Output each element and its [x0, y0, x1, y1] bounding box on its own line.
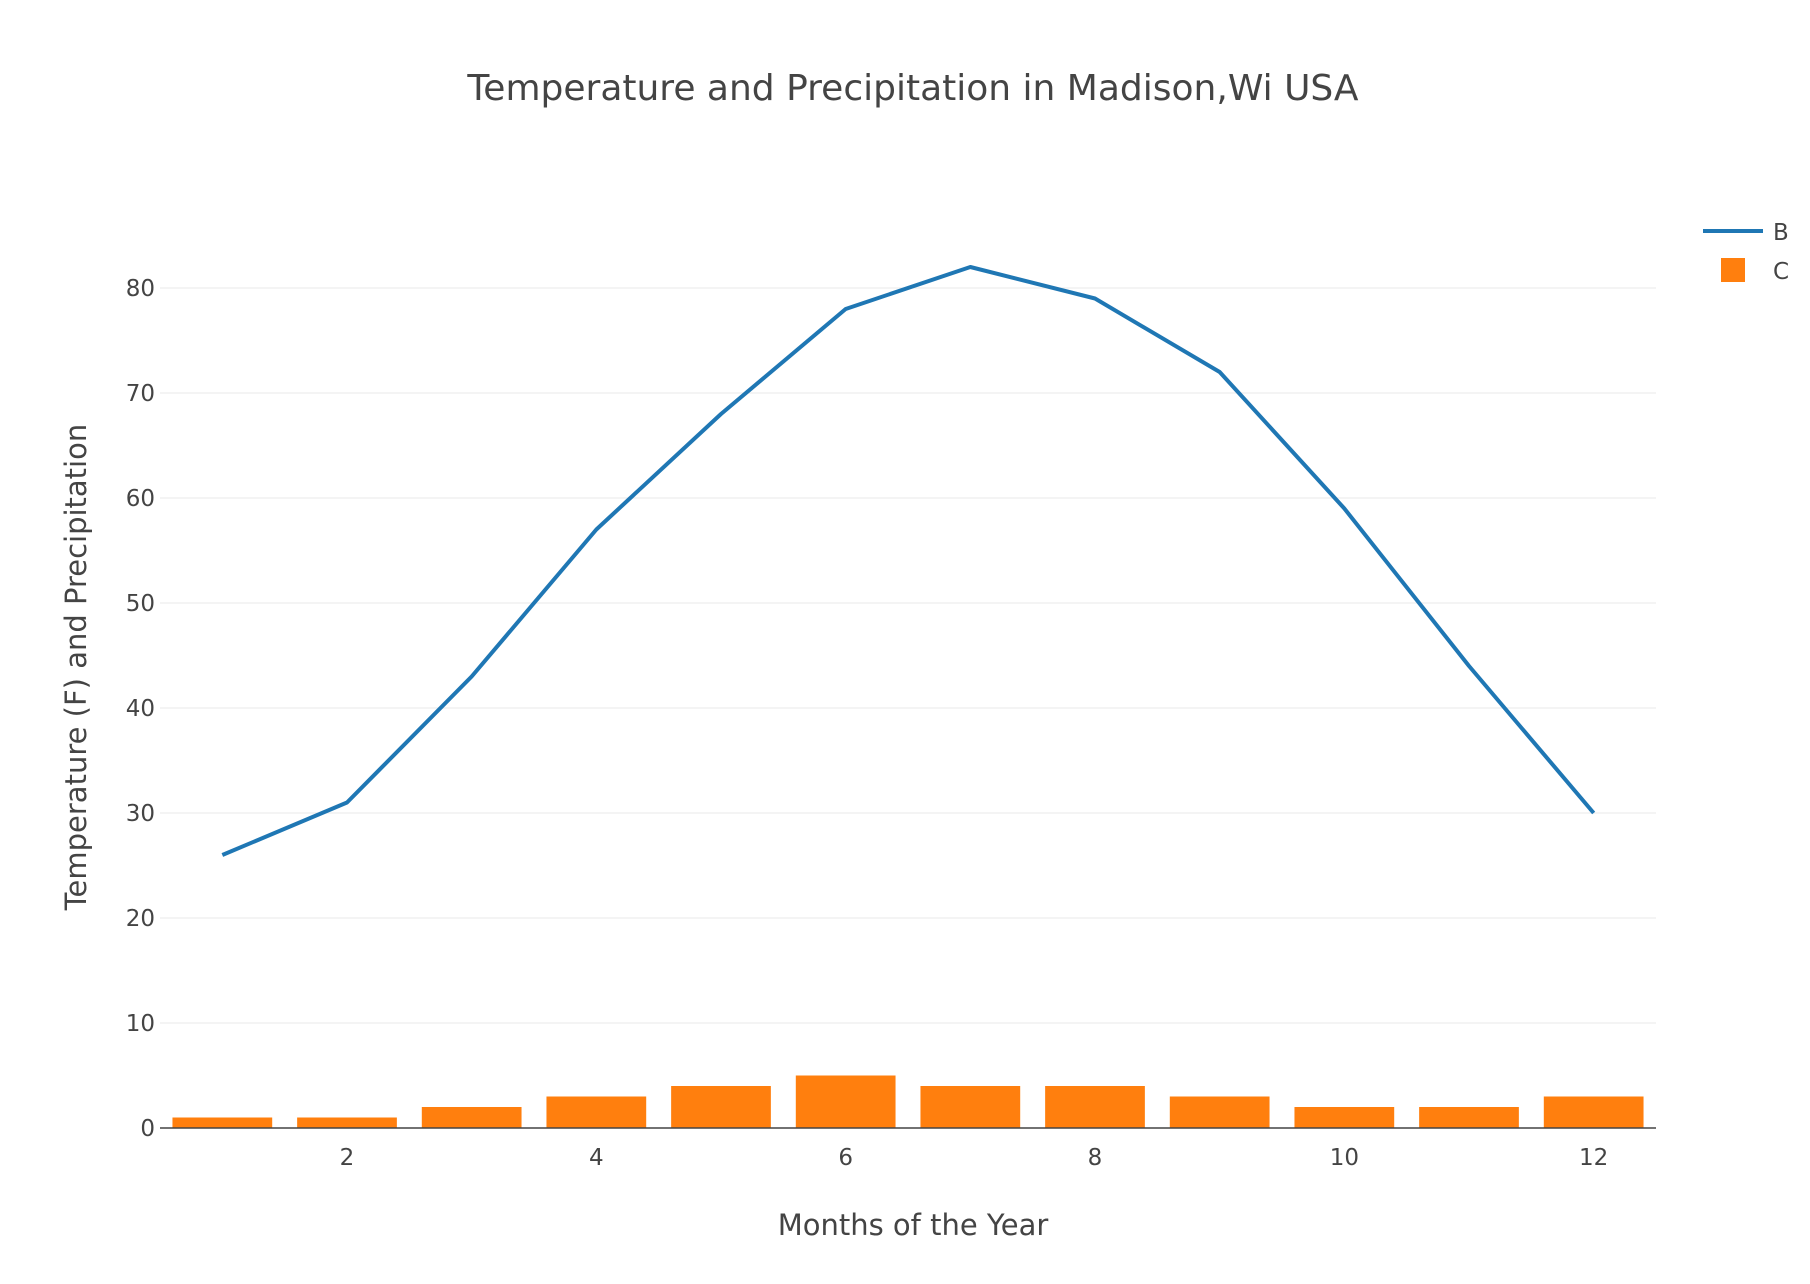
y-tick-label: 0: [140, 1116, 155, 1142]
y-axis-tick-labels: 0 10 20 30 40 50 60 70 80: [126, 276, 155, 1142]
y-tick-label: 60: [126, 486, 155, 512]
bar[interactable]: [1045, 1086, 1145, 1128]
chart-title: Temperature and Precipitation in Madison…: [466, 68, 1359, 109]
y-tick-label: 20: [126, 906, 155, 932]
y-tick-label: 30: [126, 801, 155, 827]
series-b-line[interactable]: [221, 265, 1596, 857]
legend[interactable]: B C: [1703, 220, 1789, 285]
y-axis-title: Temperature (F) and Precipitation: [59, 424, 93, 912]
legend-label-b: B: [1773, 220, 1789, 246]
line-series-b: [221, 265, 1596, 857]
bar[interactable]: [920, 1086, 1021, 1128]
x-tick-label: 12: [1579, 1145, 1608, 1171]
y-tick-label: 70: [126, 381, 155, 407]
bar[interactable]: [297, 1117, 397, 1129]
gridlines: [160, 287, 1656, 1024]
bar[interactable]: [1543, 1096, 1644, 1129]
y-tick-label: 40: [126, 696, 155, 722]
bar[interactable]: [795, 1075, 896, 1129]
bar[interactable]: [172, 1117, 273, 1129]
bar[interactable]: [1169, 1096, 1270, 1129]
x-tick-label: 2: [340, 1145, 355, 1171]
legend-item-c[interactable]: C: [1721, 258, 1789, 285]
x-axis-title: Months of the Year: [778, 1208, 1049, 1242]
bar[interactable]: [1294, 1107, 1395, 1128]
bar[interactable]: [546, 1096, 647, 1129]
x-tick-label: 8: [1088, 1145, 1103, 1171]
bar-series-c: [172, 1075, 1644, 1129]
y-tick-label: 80: [126, 276, 155, 302]
x-tick-label: 10: [1330, 1145, 1359, 1171]
bar[interactable]: [421, 1107, 522, 1128]
legend-label-c: C: [1773, 259, 1789, 285]
x-tick-label: 4: [589, 1145, 604, 1171]
bar[interactable]: [1419, 1107, 1519, 1128]
y-tick-label: 50: [126, 591, 155, 617]
legend-item-b[interactable]: B: [1703, 220, 1789, 246]
y-tick-label: 10: [126, 1011, 155, 1037]
x-tick-label: 6: [838, 1145, 853, 1171]
x-axis-tick-labels: 2 4 6 8 10 12: [340, 1145, 1609, 1171]
legend-bar-swatch: [1721, 258, 1745, 282]
bar[interactable]: [671, 1086, 771, 1128]
